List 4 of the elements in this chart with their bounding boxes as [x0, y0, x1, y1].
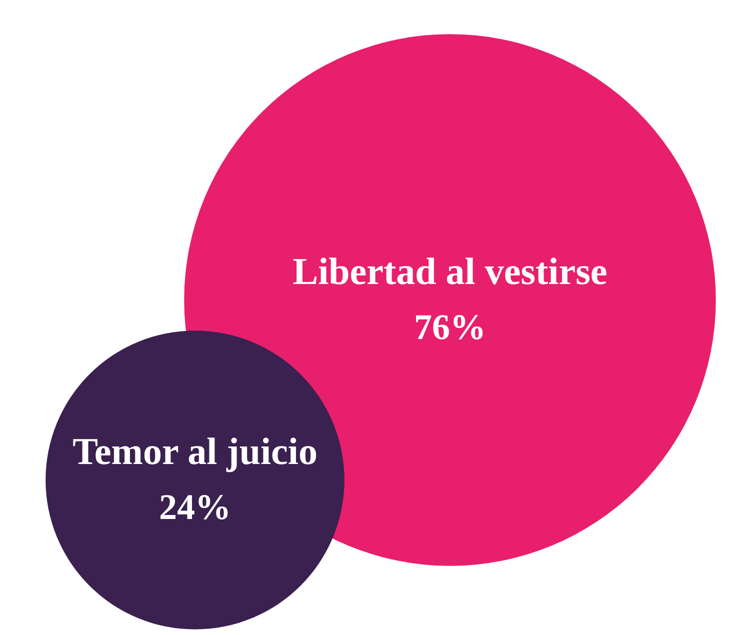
data-label: 76% [414, 307, 486, 347]
data-label: 24% [159, 487, 231, 527]
category-label: Libertad al vestirse [292, 251, 608, 293]
category-label: Temor al juicio [72, 431, 318, 473]
